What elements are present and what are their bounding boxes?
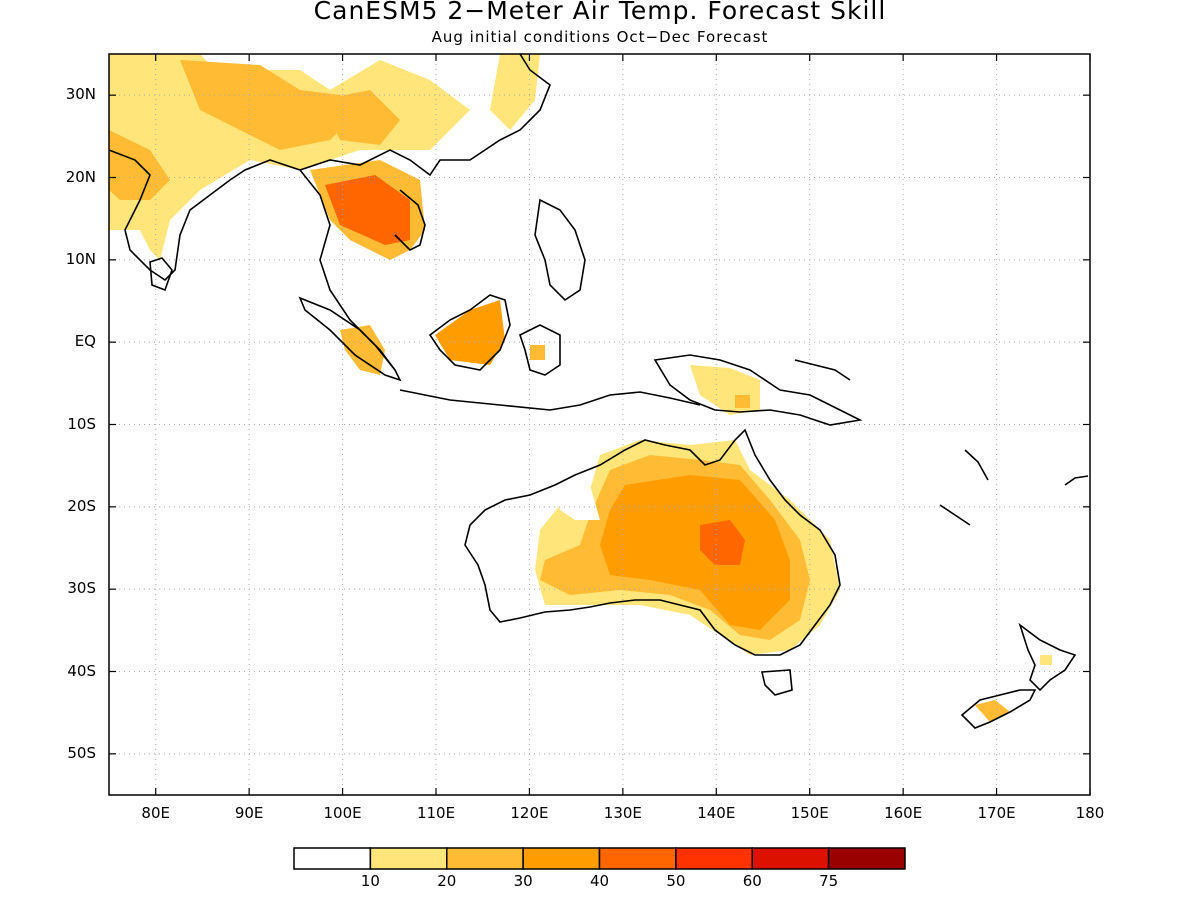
colorbar-label: 20 (437, 872, 457, 890)
map-title: CanESM5 2−Meter Air Temp. Forecast Skill (313, 0, 887, 25)
lon-label: 130E (603, 804, 642, 822)
lon-label: 170E (977, 804, 1016, 822)
colorbar (293, 847, 906, 870)
colorbar-label: 50 (666, 872, 686, 890)
lon-label: 110E (416, 804, 456, 822)
colorbar-swatch (827, 847, 906, 870)
lat-label: 10S (67, 414, 96, 433)
colorbar-label: 40 (589, 872, 610, 890)
lon-label: 180 (1075, 804, 1105, 822)
colorbar-swatch (598, 847, 677, 870)
axis-ticks (109, 54, 1091, 795)
map-subtitle: Aug initial conditions Oct−Dec Forecast (431, 28, 769, 46)
coastlines (109, 54, 1089, 729)
lat-label: 50S (67, 743, 96, 762)
lon-label: 80E (141, 804, 170, 822)
lat-label: 10N (65, 249, 96, 268)
colorbar-swatch (293, 847, 372, 870)
lon-label: 160E (884, 804, 923, 822)
colorbar-swatch (369, 847, 448, 870)
colorbar-swatch (751, 847, 830, 870)
skill-shading (109, 54, 1052, 722)
lon-label: 90E (234, 804, 264, 822)
colorbar-swatch (675, 847, 753, 870)
lat-label: EQ (74, 332, 96, 351)
lat-label: 40S (67, 661, 96, 680)
lon-label: 100E (323, 804, 362, 822)
lat-label: 30N (65, 85, 96, 104)
lat-label: 20N (65, 167, 96, 186)
colorbar-label: 60 (742, 872, 762, 890)
colorbar-label: 10 (360, 872, 380, 890)
lon-label: 140E (697, 804, 736, 822)
lat-label: 20S (67, 496, 96, 515)
colorbar-swatch (522, 847, 601, 870)
lon-label: 120E (510, 804, 549, 822)
colorbar-label: 30 (513, 872, 533, 890)
lat-label: 30S (67, 579, 96, 598)
colorbar-swatch (446, 847, 524, 870)
lon-label: 150E (790, 804, 829, 822)
colorbar-label: 75 (819, 872, 839, 890)
